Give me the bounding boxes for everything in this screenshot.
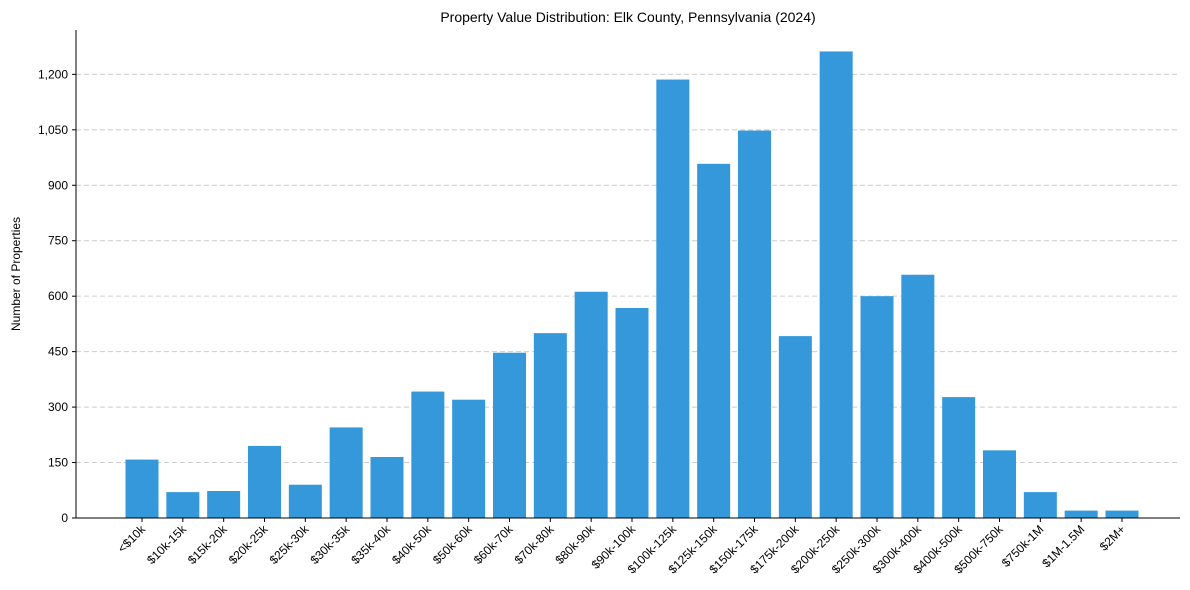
bar	[452, 399, 486, 518]
bar	[738, 130, 771, 519]
y-tick-label: 600	[48, 289, 68, 303]
y-tick-label: 300	[48, 400, 68, 414]
x-tick-label: $10k-15k	[144, 522, 190, 568]
x-tick-label: $750k-1M	[999, 522, 1047, 570]
y-tick-label: 900	[48, 178, 68, 192]
bar	[574, 291, 608, 518]
bar	[166, 492, 200, 518]
y-axis-title: Number of Properties	[9, 217, 23, 331]
x-tick-label: $25k-30k	[267, 522, 313, 568]
bar	[411, 391, 445, 518]
x-axis-ticks: <$10k$10k-15k$15k-20k$20k-25k$25k-30k$30…	[115, 518, 1128, 576]
bar	[983, 450, 1016, 518]
y-axis-ticks: 0 150 300 450 600 750 900 1,050 1,200	[38, 67, 76, 525]
bar	[1105, 510, 1139, 518]
x-tick-label: $35k-40k	[348, 522, 394, 568]
bar	[207, 491, 241, 518]
bar	[942, 397, 976, 518]
y-tick-label: 1,200	[38, 67, 68, 81]
bars	[125, 51, 1139, 519]
bar	[819, 51, 853, 519]
x-tick-label: $50k-60k	[430, 522, 476, 568]
bar	[697, 163, 731, 518]
x-tick-label: $60k-70k	[471, 522, 517, 568]
bar	[1023, 492, 1057, 518]
bar	[860, 296, 894, 518]
axes	[75, 30, 1180, 519]
x-tick-label: <$10k	[115, 522, 149, 556]
y-tick-label: 1,050	[38, 123, 68, 137]
bar	[901, 274, 935, 518]
y-tick-label: 450	[48, 345, 68, 359]
bar	[533, 333, 567, 518]
y-tick-label: 150	[48, 456, 68, 470]
bar	[288, 484, 322, 518]
x-tick-label: $70k-80k	[512, 522, 558, 568]
x-tick-label: $15k-20k	[185, 522, 231, 568]
bar	[370, 457, 404, 518]
x-tick-label: $30k-35k	[307, 522, 353, 568]
bar	[1064, 510, 1098, 518]
y-tick-label: 750	[48, 234, 68, 248]
x-tick-label: $2M+	[1097, 522, 1128, 553]
bar	[493, 352, 526, 518]
x-tick-label: $1M-1.5M	[1039, 522, 1087, 570]
chart-title: Property Value Distribution: Elk County,…	[440, 9, 815, 25]
y-tick-label: 0	[61, 511, 68, 525]
bar	[125, 459, 159, 518]
x-tick-label: $20k-25k	[226, 522, 272, 568]
x-tick-label: $40k-50k	[389, 522, 435, 568]
bar	[656, 79, 690, 518]
bar	[778, 336, 812, 518]
bar	[615, 308, 649, 518]
bar	[248, 445, 281, 518]
bar	[329, 427, 363, 518]
